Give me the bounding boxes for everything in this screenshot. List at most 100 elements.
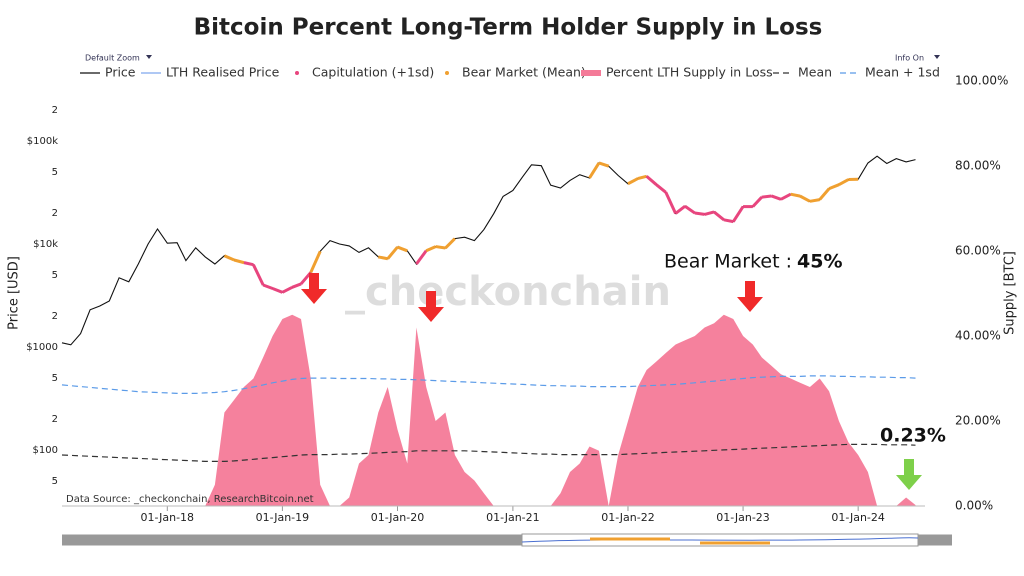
price-regime [233, 258, 245, 265]
price-regime [598, 161, 610, 168]
price-regime [732, 205, 745, 223]
price-regime [780, 192, 792, 201]
arrow [737, 281, 763, 312]
navigator[interactable] [62, 533, 952, 547]
price-regime [713, 210, 725, 221]
price-regime [272, 287, 283, 294]
x-tick-label: 01-Jan-21 [486, 511, 540, 524]
arrow [418, 291, 444, 322]
price-regime [386, 246, 399, 260]
x-tick-label: 01-Jan-20 [371, 511, 425, 524]
x-tick-label: 01-Jan-19 [256, 511, 310, 524]
price-regime [664, 191, 677, 215]
y2-axis-title: Supply [BTC] [1003, 251, 1018, 335]
annotation-text: Bear Market : [664, 251, 792, 273]
legend-label[interactable]: Mean [798, 65, 832, 80]
legend-marker[interactable] [445, 71, 449, 75]
annotation-value: 45% [797, 251, 842, 273]
price-regime [637, 174, 647, 181]
y2-tick-label: 60.00% [955, 244, 1001, 258]
price-regime [674, 205, 686, 215]
y2-tick-label: 0.00% [955, 499, 993, 513]
price-regime [645, 175, 658, 186]
price-regime [751, 196, 763, 208]
zoom-control[interactable]: Default Zoom [85, 54, 140, 63]
y-tick-label: 2 [52, 311, 58, 322]
legend-label[interactable]: LTH Realised Price [166, 65, 280, 80]
y-tick-label: $10k [33, 239, 58, 250]
y-tick-label: $100 [33, 445, 58, 456]
legend-label[interactable]: Capitulation (+1sd) [312, 65, 434, 80]
price-regime [790, 192, 801, 198]
price-regime [435, 245, 446, 250]
info-control[interactable]: Info On [895, 54, 924, 63]
price-regime [309, 250, 322, 274]
navigator-line [590, 537, 770, 545]
y2-tick-label: 80.00% [955, 159, 1001, 173]
navigator-mask[interactable] [918, 535, 952, 545]
annotation-value: 0.23% [880, 425, 946, 447]
legend-marker[interactable] [295, 71, 299, 75]
x-tick-label: 01-Jan-23 [716, 511, 770, 524]
x-tick-label: 01-Jan-24 [831, 511, 885, 524]
dashed-line [61, 375, 916, 394]
price-regime [444, 237, 456, 250]
price-regime [252, 264, 265, 286]
price-regime [291, 282, 302, 289]
price-regime [415, 249, 428, 265]
info-caret[interactable] [934, 55, 940, 59]
price-regime [396, 245, 408, 253]
price-regime [684, 204, 696, 215]
arrow [896, 459, 922, 490]
legend-label[interactable]: Bear Market (Mean) [462, 65, 586, 80]
data-source: Data Source: _checkonchain, ResearchBitc… [66, 494, 314, 505]
chart-title: Bitcoin Percent Long-Term Holder Supply … [194, 15, 823, 41]
y-axis-title: Price [USD] [7, 256, 22, 330]
y-tick-label: 2 [52, 208, 58, 219]
price-regime [377, 255, 388, 261]
y-tick-label: 2 [52, 105, 58, 116]
price-regime [838, 178, 850, 187]
navigator-line [521, 537, 919, 543]
price-regime [761, 194, 772, 199]
price-regime [627, 177, 639, 186]
price-regime [655, 183, 667, 194]
y-tick-label: $100k [27, 136, 58, 147]
zoom-caret[interactable] [146, 55, 152, 59]
price-regime [281, 285, 293, 294]
y2-tick-label: 20.00% [955, 414, 1001, 428]
legend-swatch[interactable] [581, 70, 601, 76]
price-regime [588, 162, 601, 179]
y-tick-label: 5 [52, 476, 58, 487]
y-tick-label: $1000 [26, 342, 58, 353]
y-tick-label: 5 [52, 373, 58, 384]
price-regime [770, 194, 782, 201]
y-tick-label: 5 [52, 167, 58, 178]
price-regime [799, 194, 811, 203]
arrows [301, 273, 922, 490]
dashed-line [61, 443, 916, 462]
price-regime [809, 198, 820, 203]
price-regime [694, 211, 705, 216]
y-tick-label: 5 [52, 270, 58, 281]
legend-label[interactable]: Mean + 1sd [865, 65, 940, 80]
watermark: _checkonchain [345, 269, 671, 315]
price-regime [723, 218, 734, 224]
x-tick-label: 01-Jan-18 [141, 511, 195, 524]
price-regime [262, 283, 274, 290]
arrow [301, 273, 327, 304]
loss-area [62, 314, 916, 506]
y-tick-label: 2 [52, 414, 58, 425]
navigator-mask[interactable] [62, 535, 522, 545]
y2-tick-label: 100.00% [955, 74, 1008, 88]
price-regime [818, 187, 831, 201]
price-regime [425, 245, 437, 253]
legend-label[interactable]: Percent LTH Supply in Loss [606, 65, 773, 80]
price-regime [243, 261, 254, 267]
price-regime [223, 254, 235, 262]
price-regime [828, 183, 840, 191]
x-tick-label: 01-Jan-22 [601, 511, 655, 524]
price-regime [704, 210, 715, 216]
legend-label[interactable]: Price [105, 65, 136, 80]
